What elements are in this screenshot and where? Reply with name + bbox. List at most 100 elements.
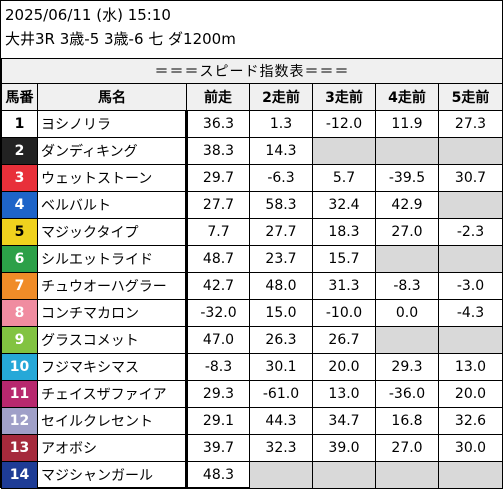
- speed-index-cell: [438, 326, 503, 354]
- horse-number: 1: [1, 110, 38, 138]
- speed-index-cell: 15.0: [249, 299, 313, 327]
- speed-index-cell: 32.3: [249, 434, 313, 462]
- speed-index-cell: [249, 461, 313, 489]
- table-row: 10 フジマキシマス -8.3 30.1 20.0 29.3 13.0: [1, 353, 503, 381]
- speed-index-cell: -36.0: [375, 380, 439, 408]
- speed-index-cell: 20.0: [312, 353, 376, 381]
- speed-index-cell: 1.3: [249, 110, 313, 138]
- table-row: 9 グラスコメット 47.0 26.3 26.7: [1, 326, 503, 354]
- horse-name: シルエットライド: [37, 245, 188, 273]
- speed-index-cell: 32.6: [438, 407, 503, 435]
- speed-index-cell: 44.3: [249, 407, 313, 435]
- speed-index-cell: 39.7: [186, 434, 250, 462]
- speed-index-cell: 36.3: [186, 110, 250, 138]
- header-horse-number: 馬番: [1, 83, 38, 111]
- column-header-row: 馬番 馬名 前走 2走前 3走前 4走前 5走前: [1, 83, 503, 111]
- speed-index-cell: -32.0: [186, 299, 250, 327]
- speed-index-cell: -8.3: [186, 353, 250, 381]
- table-title-row: ＝＝＝スピード指数表＝＝＝: [1, 58, 503, 84]
- header-3-races-ago: 3走前: [312, 83, 376, 111]
- horse-name: マジックタイプ: [37, 218, 188, 246]
- speed-index-cell: 30.0: [438, 434, 503, 462]
- horse-name: フジマキシマス: [37, 353, 188, 381]
- table-row: 11 チェイスザファイア 29.3 -61.0 13.0 -36.0 20.0: [1, 380, 503, 408]
- header-last-race: 前走: [186, 83, 250, 111]
- speed-index-cell: 29.3: [375, 353, 439, 381]
- speed-index-cell: 16.8: [375, 407, 439, 435]
- speed-index-cell: [312, 137, 376, 165]
- speed-index-cell: 48.7: [186, 245, 250, 273]
- speed-index-cell: -10.0: [312, 299, 376, 327]
- speed-index-cell: -4.3: [438, 299, 503, 327]
- speed-index-cell: 27.7: [249, 218, 313, 246]
- speed-index-cell: 13.0: [312, 380, 376, 408]
- horse-name: ダンディキング: [37, 137, 188, 165]
- header-4-races-ago: 4走前: [375, 83, 439, 111]
- speed-index-cell: 58.3: [249, 191, 313, 219]
- horse-name: ウェットストーン: [37, 164, 188, 192]
- speed-index-cell: [375, 245, 439, 273]
- speed-index-cell: 32.4: [312, 191, 376, 219]
- speed-index-cell: 42.9: [375, 191, 439, 219]
- table-title: ＝＝＝スピード指数表＝＝＝: [1, 58, 503, 84]
- race-datetime: 2025/06/11 (水) 15:10: [5, 6, 171, 24]
- horse-name: マジシャンガール: [37, 461, 188, 489]
- speed-index-cell: 27.0: [375, 434, 439, 462]
- horse-name: ベルバルト: [37, 191, 188, 219]
- speed-index-cell: 29.1: [186, 407, 250, 435]
- horse-name: ヨシノリラ: [37, 110, 188, 138]
- speed-index-cell: 29.7: [186, 164, 250, 192]
- header-5-races-ago: 5走前: [438, 83, 503, 111]
- horse-name: チュウオーハグラー: [37, 272, 188, 300]
- horse-number: 11: [1, 380, 38, 408]
- horse-number: 2: [1, 137, 38, 165]
- horse-name: チェイスザファイア: [37, 380, 188, 408]
- speed-index-cell: 27.3: [438, 110, 503, 138]
- horse-number: 10: [1, 353, 38, 381]
- table-row: 7 チュウオーハグラー 42.7 48.0 31.3 -8.3 -3.0: [1, 272, 503, 300]
- speed-index-cell: 38.3: [186, 137, 250, 165]
- speed-index-cell: -2.3: [438, 218, 503, 246]
- speed-index-cell: [438, 137, 503, 165]
- speed-index-table: ＝＝＝スピード指数表＝＝＝ 馬番 馬名 前走 2走前 3走前 4走前 5走前 1…: [1, 58, 503, 489]
- speed-index-cell: 48.3: [186, 461, 250, 489]
- table-row: 3 ウェットストーン 29.7 -6.3 5.7 -39.5 30.7: [1, 164, 503, 192]
- speed-index-cell: 0.0: [375, 299, 439, 327]
- table-row: 5 マジックタイプ 7.7 27.7 18.3 27.0 -2.3: [1, 218, 503, 246]
- speed-index-cell: 30.7: [438, 164, 503, 192]
- speed-index-cell: 11.9: [375, 110, 439, 138]
- horse-number: 8: [1, 299, 38, 327]
- table-row: 6 シルエットライド 48.7 23.7 15.7: [1, 245, 503, 273]
- speed-index-cell: 48.0: [249, 272, 313, 300]
- horse-number: 6: [1, 245, 38, 273]
- speed-index-cell: 47.0: [186, 326, 250, 354]
- table-row: 8 コンチマカロン -32.0 15.0 -10.0 0.0 -4.3: [1, 299, 503, 327]
- speed-index-cell: 5.7: [312, 164, 376, 192]
- horse-number: 5: [1, 218, 38, 246]
- speed-index-cell: 42.7: [186, 272, 250, 300]
- horse-name: コンチマカロン: [37, 299, 188, 327]
- speed-index-cell: [375, 326, 439, 354]
- speed-index-cell: 20.0: [438, 380, 503, 408]
- horse-name: グラスコメット: [37, 326, 188, 354]
- speed-index-cell: -39.5: [375, 164, 439, 192]
- horse-number: 9: [1, 326, 38, 354]
- speed-index-cell: -8.3: [375, 272, 439, 300]
- speed-index-cell: [312, 461, 376, 489]
- horse-name: アオボシ: [37, 434, 188, 462]
- speed-index-cell: 7.7: [186, 218, 250, 246]
- speed-index-cell: [438, 461, 503, 489]
- speed-index-cell: 18.3: [312, 218, 376, 246]
- speed-index-cell: -61.0: [249, 380, 313, 408]
- horse-number: 4: [1, 191, 38, 219]
- table-row: 13 アオボシ 39.7 32.3 39.0 27.0 30.0: [1, 434, 503, 462]
- table-row: 1 ヨシノリラ 36.3 1.3 -12.0 11.9 27.3: [1, 110, 503, 138]
- speed-index-cell: 26.7: [312, 326, 376, 354]
- horse-number: 13: [1, 434, 38, 462]
- speed-index-cell: 15.7: [312, 245, 376, 273]
- speed-index-cell: 14.3: [249, 137, 313, 165]
- speed-index-cell: [375, 137, 439, 165]
- table-row: 4 ベルバルト 27.7 58.3 32.4 42.9: [1, 191, 503, 219]
- table-row: 2 ダンディキング 38.3 14.3: [1, 137, 503, 165]
- horse-number: 7: [1, 272, 38, 300]
